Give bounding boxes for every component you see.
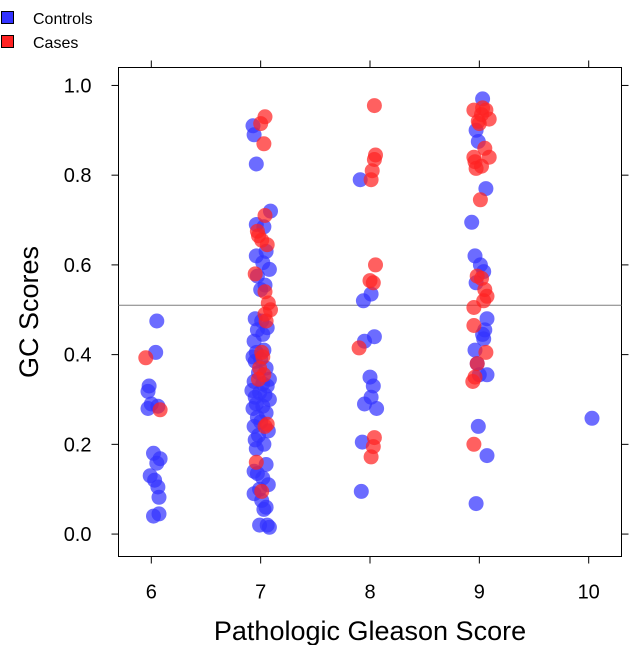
data-point-cases <box>248 454 264 470</box>
data-point-cases <box>256 136 272 152</box>
data-point-controls <box>468 496 484 512</box>
y-tick-label: 0.6 <box>64 255 92 277</box>
x-tick-label: 7 <box>255 582 266 604</box>
data-point-controls <box>479 448 495 464</box>
data-points <box>138 91 600 535</box>
data-point-cases <box>466 300 482 315</box>
legend-label-cases: Cases <box>33 35 78 52</box>
data-point-cases <box>478 344 494 360</box>
data-point-controls <box>476 331 492 347</box>
data-point-cases <box>467 369 483 385</box>
data-point-cases <box>251 371 266 387</box>
data-point-cases <box>466 318 482 333</box>
legend-swatch-cases <box>1 35 14 48</box>
data-point-controls <box>151 489 167 505</box>
data-point-controls <box>363 389 379 405</box>
data-point-controls <box>140 383 156 399</box>
data-point-cases <box>366 152 382 167</box>
data-point-cases <box>368 257 383 273</box>
data-point-controls <box>149 455 165 471</box>
data-point-controls <box>261 261 277 277</box>
data-point-controls <box>246 333 262 349</box>
data-point-controls <box>479 367 495 383</box>
x-tick-label: 10 <box>578 582 600 604</box>
legend-label-controls: Controls <box>33 11 93 28</box>
data-point-cases <box>366 98 382 114</box>
data-point-controls <box>464 214 480 230</box>
data-point-controls <box>352 172 368 188</box>
data-point-cases <box>247 266 263 282</box>
x-tick-label: 9 <box>474 582 485 604</box>
x-tick-label: 6 <box>146 582 157 604</box>
legend: Controls Cases <box>1 11 93 52</box>
data-point-cases <box>468 160 484 176</box>
data-point-cases <box>365 275 381 291</box>
x-tick-label: 8 <box>364 582 375 604</box>
data-point-cases <box>258 313 274 329</box>
x-axis-title: Pathologic Gleason Score <box>214 616 526 645</box>
data-point-cases <box>466 436 482 452</box>
data-point-controls <box>363 286 379 302</box>
data-point-cases <box>363 449 379 465</box>
data-point-controls <box>369 401 385 416</box>
data-point-cases <box>152 402 168 418</box>
tick-labels: 6 7 8 9 10 0.0 0.2 0.4 0.6 0.8 1.0 <box>64 75 600 603</box>
y-axis-title: GC Scores <box>14 246 44 378</box>
axis-ticks <box>111 60 629 564</box>
data-point-controls <box>584 410 600 426</box>
data-point-controls <box>479 311 495 327</box>
data-point-cases <box>471 116 487 132</box>
data-point-cases <box>257 418 273 434</box>
data-point-controls <box>149 313 165 329</box>
data-point-controls <box>365 378 381 394</box>
data-point-cases <box>259 237 275 253</box>
data-point-controls <box>248 156 264 172</box>
data-point-controls <box>353 483 369 499</box>
data-point-cases <box>257 208 273 223</box>
y-tick-label: 0.4 <box>64 345 92 367</box>
data-point-controls <box>366 329 382 345</box>
data-point-cases <box>351 340 367 356</box>
data-point-controls <box>261 519 277 535</box>
data-point-controls <box>470 418 486 434</box>
plot-frame <box>118 67 622 557</box>
data-point-controls <box>256 501 272 517</box>
data-point-controls <box>478 181 494 197</box>
data-point-cases <box>363 172 379 188</box>
data-point-controls <box>248 441 264 457</box>
data-point-controls <box>140 401 156 416</box>
y-tick-label: 1.0 <box>64 75 92 97</box>
legend-swatch-controls <box>1 11 14 24</box>
data-point-cases <box>472 192 488 208</box>
y-tick-label: 0.8 <box>64 165 92 187</box>
data-point-cases <box>138 350 154 366</box>
data-point-controls <box>146 508 161 524</box>
data-point-cases <box>469 356 485 372</box>
data-point-controls <box>246 127 262 143</box>
data-point-cases <box>253 116 269 132</box>
y-tick-label: 0.0 <box>64 524 92 546</box>
y-tick-label: 0.2 <box>64 434 92 456</box>
data-point-cases <box>254 483 270 499</box>
